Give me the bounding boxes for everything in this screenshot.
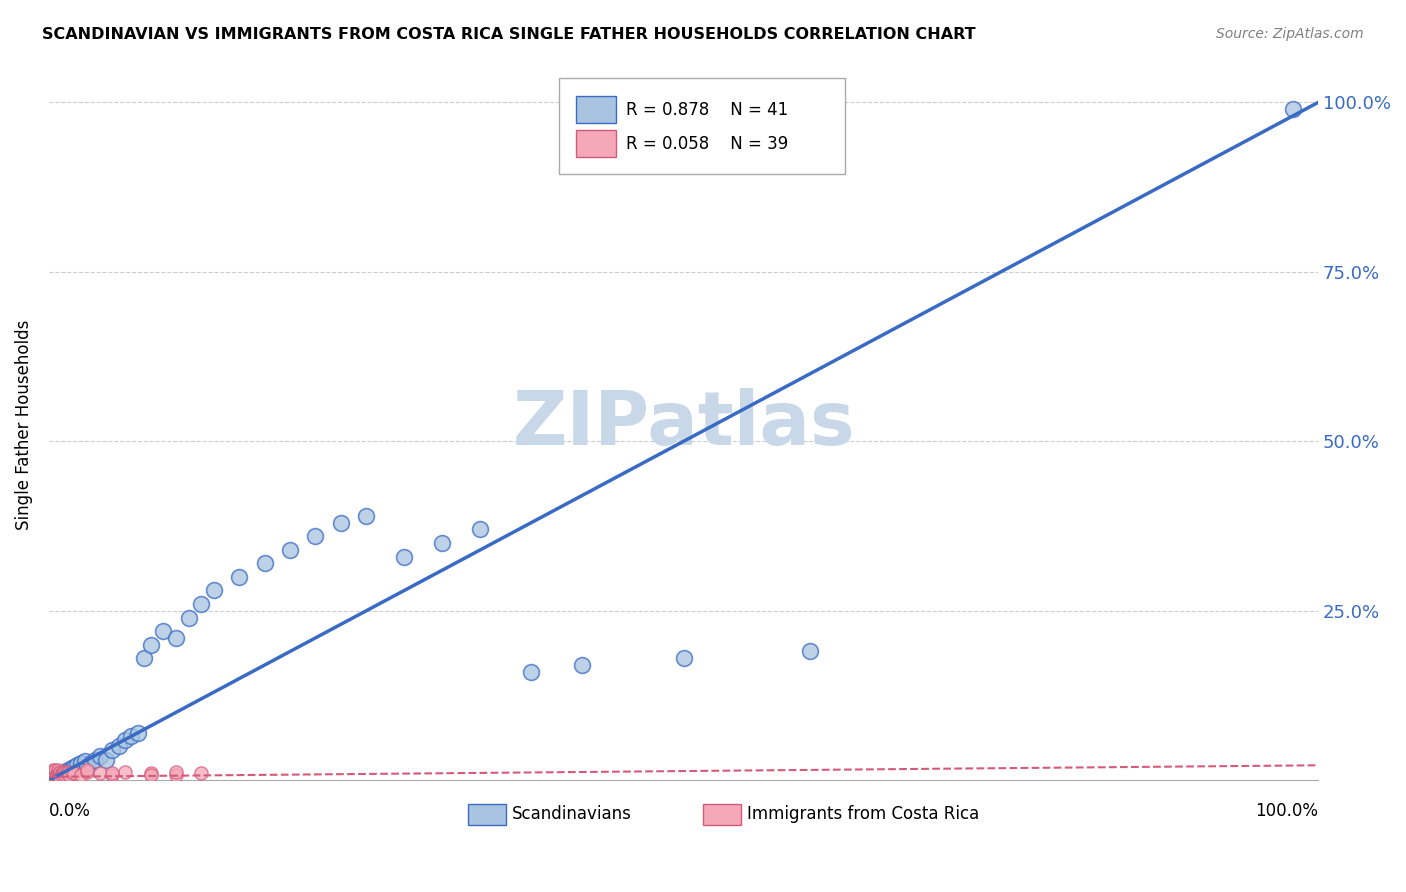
FancyBboxPatch shape [575,96,616,123]
Point [520,665,543,679]
Point [42,765,65,780]
Point [76,759,98,773]
Point [121,729,143,743]
Point [134,651,156,665]
Point [49,770,72,784]
Point [356,508,378,523]
Point [799,644,821,658]
Point [127,725,149,739]
FancyBboxPatch shape [575,130,616,158]
Point [46,765,69,780]
Point [432,536,454,550]
Point [672,651,695,665]
Point [107,739,129,754]
Point [101,742,124,756]
Text: 0.0%: 0.0% [49,802,91,820]
Point [89,749,111,764]
Point [44,763,66,777]
Point [228,570,250,584]
Point [42,763,65,777]
Point [55,768,77,782]
Point [48,768,70,782]
Point [190,766,212,780]
Point [53,766,76,780]
Point [101,768,124,782]
Text: R = 0.878    N = 41: R = 0.878 N = 41 [627,101,789,119]
Point [190,597,212,611]
Point [51,766,73,780]
Point [76,765,98,780]
Point [114,732,136,747]
Point [304,529,326,543]
Point [56,763,79,777]
Point [41,766,63,780]
Point [253,557,276,571]
Point [60,765,83,780]
Point [114,765,136,780]
Point [39,768,62,782]
Point [46,763,69,777]
Point [56,766,79,780]
Point [52,765,75,780]
Point [42,768,65,782]
Text: 100.0%: 100.0% [1256,802,1319,820]
Text: Immigrants from Costa Rica: Immigrants from Costa Rica [747,805,979,823]
Text: SCANDINAVIAN VS IMMIGRANTS FROM COSTA RICA SINGLE FATHER HOUSEHOLDS CORRELATION : SCANDINAVIAN VS IMMIGRANTS FROM COSTA RI… [42,27,976,42]
Point [41,765,63,780]
Text: Scandinavians: Scandinavians [512,805,633,823]
Point [470,523,492,537]
Point [394,549,416,564]
Point [278,542,301,557]
Point [76,763,98,777]
Point [202,583,225,598]
Point [165,768,187,782]
Point [69,768,91,782]
Point [571,657,593,672]
Point [49,765,72,780]
FancyBboxPatch shape [468,804,506,825]
Y-axis label: Single Father Households: Single Father Households [15,319,32,530]
Point [53,765,76,780]
FancyBboxPatch shape [560,78,845,174]
Point [60,761,83,775]
Point [152,624,174,639]
Point [139,768,162,782]
Point [51,768,73,782]
Point [55,765,77,780]
Point [73,754,96,768]
Text: R = 0.058    N = 39: R = 0.058 N = 39 [627,135,789,153]
Text: Source: ZipAtlas.com: Source: ZipAtlas.com [1216,27,1364,41]
Point [44,770,66,784]
Point [42,766,65,780]
Point [165,765,187,780]
Point [63,759,86,773]
Point [63,766,86,780]
Point [139,638,162,652]
Point [66,758,89,772]
Point [139,766,162,780]
Point [51,766,73,780]
Point [48,766,70,780]
Point [83,753,105,767]
Point [58,768,80,782]
Point [177,610,200,624]
Point [69,756,91,771]
Point [45,766,67,780]
Point [329,516,352,530]
Point [94,753,117,767]
Text: ZIPatlas: ZIPatlas [512,388,855,461]
Point [101,766,124,780]
Point [1281,102,1303,116]
Point [45,768,67,782]
Point [44,768,66,782]
Point [165,631,187,645]
Point [89,766,111,780]
Point [80,756,103,771]
FancyBboxPatch shape [703,804,741,825]
Point [48,768,70,782]
